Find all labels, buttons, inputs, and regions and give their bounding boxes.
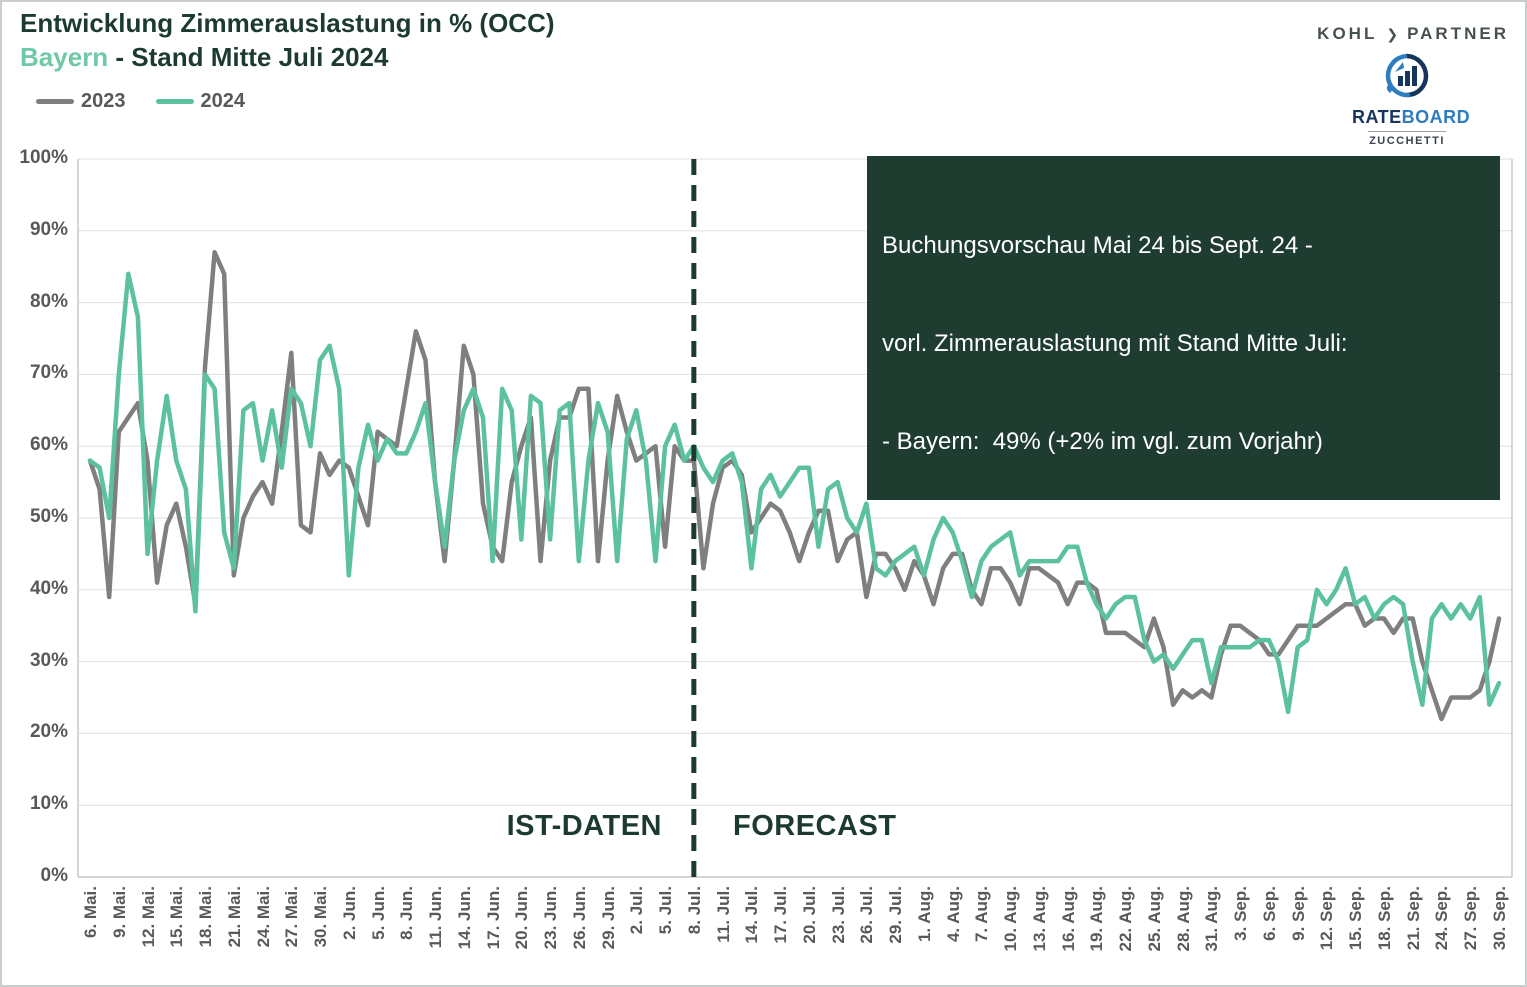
- x-axis-label-23Jun: 23. Jun.: [541, 886, 561, 950]
- x-axis-label-31Aug: 31. Aug.: [1202, 886, 1222, 952]
- kohl-word: KOHL: [1317, 24, 1378, 43]
- y-axis-label-10: 10%: [29, 793, 68, 815]
- x-axis-label-29Jun: 29. Jun.: [598, 886, 618, 950]
- y-axis-label-40: 40%: [29, 577, 68, 599]
- x-axis-label-15Mai: 15. Mai.: [167, 886, 187, 948]
- x-axis-label-12Mai: 12. Mai.: [138, 886, 158, 948]
- x-axis-label-21Sep: 21. Sep.: [1403, 886, 1423, 951]
- x-axis-label-29Jul: 29. Jul.: [886, 886, 906, 944]
- x-axis-label-11Jun: 11. Jun.: [426, 886, 446, 949]
- x-axis-label-17Jul: 17. Jul.: [771, 886, 791, 944]
- annotation-line-3: - Bayern: 49% (+2% im vgl. zum Vorjahr): [882, 428, 1323, 455]
- kohl-arrow-icon: ❯: [1386, 25, 1399, 42]
- chart-legend: 2023 2024: [36, 90, 245, 113]
- x-axis-label-3Sep: 3. Sep.: [1231, 886, 1251, 941]
- x-axis-label-1Aug: 1. Aug.: [914, 886, 934, 943]
- legend-swatch-2023: [36, 99, 74, 104]
- x-axis-label-15Sep: 15. Sep.: [1346, 886, 1366, 951]
- y-axis-label-100: 100%: [19, 147, 68, 168]
- booking-forecast-annotation: Buchungsvorschau Mai 24 bis Sept. 24 - v…: [867, 156, 1500, 501]
- x-axis-label-25Aug: 25. Aug.: [1144, 886, 1164, 952]
- x-axis-label-24Sep: 24. Sep.: [1432, 886, 1452, 951]
- y-axis-label-60: 60%: [29, 434, 68, 456]
- rateboard-circle-icon: [1385, 53, 1429, 98]
- y-axis-label-80: 80%: [29, 290, 68, 312]
- x-axis-label-6Mai: 6. Mai.: [81, 886, 100, 938]
- y-axis-label-90: 90%: [29, 218, 68, 240]
- y-axis-label-20: 20%: [29, 721, 68, 743]
- x-axis-label-28Aug: 28. Aug.: [1173, 886, 1193, 952]
- x-axis-label-30Sep: 30. Sep.: [1489, 886, 1509, 951]
- legend-swatch-2024: [155, 99, 194, 104]
- x-axis-label-22Aug: 22. Aug.: [1116, 886, 1136, 952]
- y-axis-label-70: 70%: [29, 362, 68, 384]
- x-axis-label-8Jul: 8. Jul.: [684, 886, 704, 935]
- ist-daten-zone-label: IST-DATEN: [506, 810, 662, 842]
- legend-item-2023: 2023: [36, 90, 126, 113]
- legend-label-2024: 2024: [200, 90, 246, 112]
- rateboard-logo: RATEBOARD ZUCCHETTI: [1352, 52, 1471, 147]
- x-axis-label-17Jun: 17. Jun.: [483, 886, 503, 950]
- x-axis-label-6Sep: 6. Sep.: [1259, 886, 1279, 941]
- x-axis-label-2Jun: 2. Jun.: [339, 886, 359, 940]
- rateboard-divider: [1368, 131, 1446, 132]
- kohl-partner-logo: KOHL ❯ PARTNER: [1317, 24, 1509, 44]
- x-axis-label-27Mai: 27. Mai.: [282, 886, 302, 948]
- y-axis-label-30: 30%: [29, 649, 68, 671]
- series-line-2024: [87, 271, 1502, 715]
- subtitle-rest: - Stand Mitte Juli 2024: [108, 42, 389, 72]
- annotation-line-1: Buchungsvorschau Mai 24 bis Sept. 24 -: [882, 232, 1313, 260]
- x-axis-label-20Jun: 20. Jun.: [512, 886, 532, 950]
- x-axis-label-23Jul: 23. Jul.: [828, 886, 848, 944]
- x-axis-label-16Aug: 16. Aug.: [1058, 886, 1078, 952]
- x-axis-label-18Mai: 18. Mai.: [196, 886, 216, 948]
- series-line-2023: [87, 250, 1502, 722]
- x-axis-label-12Sep: 12. Sep.: [1317, 886, 1337, 951]
- x-axis-label-8Jun: 8. Jun.: [397, 886, 417, 940]
- x-axis-label-5Jun: 5. Jun.: [368, 886, 388, 940]
- x-axis-label-4Aug: 4. Aug.: [943, 886, 963, 943]
- x-axis-label-14Jul: 14. Jul.: [742, 886, 762, 944]
- x-axis-label-11Jul: 11. Jul.: [713, 886, 733, 943]
- x-axis-label-14Jun: 14. Jun.: [454, 886, 474, 950]
- page-title: Entwicklung Zimmerauslastung in % (OCC): [20, 8, 555, 38]
- x-axis-label-30Mai: 30. Mai.: [311, 886, 331, 948]
- legend-item-2024: 2024: [155, 90, 246, 113]
- x-axis-label-26Jun: 26. Jun.: [569, 886, 589, 950]
- x-axis-label-9Sep: 9. Sep.: [1288, 886, 1308, 941]
- x-axis-label-5Jul: 5. Jul.: [656, 886, 676, 935]
- y-axis-label-50: 50%: [29, 506, 68, 527]
- x-axis-label-13Aug: 13. Aug.: [1029, 886, 1049, 952]
- x-axis-label-2Jul: 2. Jul.: [627, 886, 647, 935]
- rateboard-wordmark: RATEBOARD: [1352, 107, 1471, 127]
- forecast-zone-label: FORECAST: [733, 810, 897, 842]
- zucchetti-wordmark: ZUCCHETTI: [1369, 135, 1445, 147]
- x-axis-label-19Aug: 19. Aug.: [1087, 886, 1107, 952]
- x-axis-label-18Sep: 18. Sep.: [1374, 886, 1394, 951]
- x-axis-label-9Mai: 9. Mai.: [109, 886, 129, 938]
- annotation-line-2: vorl. Zimmerauslastung mit Stand Mitte J…: [882, 330, 1348, 358]
- legend-label-2023: 2023: [81, 90, 126, 112]
- y-axis-label-0: 0%: [40, 865, 68, 886]
- x-axis-label-27Sep: 27. Sep.: [1461, 886, 1481, 951]
- subtitle-region: Bayern: [20, 42, 109, 72]
- x-axis-label-7Aug: 7. Aug.: [972, 886, 992, 943]
- page-subtitle: Bayern - Stand Mitte Juli 2024: [20, 42, 388, 73]
- partner-word: PARTNER: [1407, 24, 1509, 43]
- x-axis-label-20Jul: 20. Jul.: [799, 886, 819, 944]
- x-axis-label-10Aug: 10. Aug.: [1001, 886, 1021, 952]
- x-axis-label-24Mai: 24. Mai.: [253, 886, 273, 948]
- x-axis-label-26Jul: 26. Jul.: [857, 886, 877, 944]
- x-axis-label-21Mai: 21. Mai.: [224, 886, 244, 948]
